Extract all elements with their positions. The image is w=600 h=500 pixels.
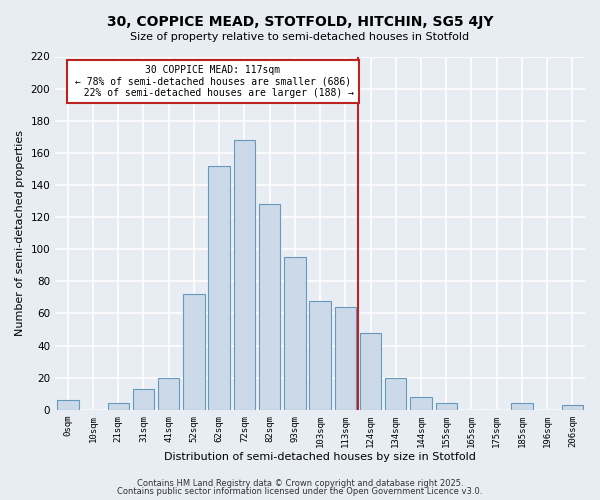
Bar xyxy=(183,294,205,410)
Text: 30 COPPICE MEAD: 117sqm
← 78% of semi-detached houses are smaller (686)
  22% of: 30 COPPICE MEAD: 117sqm ← 78% of semi-de… xyxy=(72,64,354,98)
Bar xyxy=(511,404,533,410)
Bar xyxy=(410,397,432,410)
Bar xyxy=(57,400,79,410)
Bar xyxy=(233,140,255,410)
Bar xyxy=(259,204,280,410)
Text: Contains public sector information licensed under the Open Government Licence v3: Contains public sector information licen… xyxy=(118,487,482,496)
Bar xyxy=(133,389,154,410)
Text: 30, COPPICE MEAD, STOTFOLD, HITCHIN, SG5 4JY: 30, COPPICE MEAD, STOTFOLD, HITCHIN, SG5… xyxy=(107,15,493,29)
Bar xyxy=(310,300,331,410)
Bar xyxy=(107,404,129,410)
Bar xyxy=(284,258,305,410)
Text: Size of property relative to semi-detached houses in Stotfold: Size of property relative to semi-detach… xyxy=(130,32,470,42)
Text: Contains HM Land Registry data © Crown copyright and database right 2025.: Contains HM Land Registry data © Crown c… xyxy=(137,479,463,488)
Bar xyxy=(208,166,230,410)
Y-axis label: Number of semi-detached properties: Number of semi-detached properties xyxy=(15,130,25,336)
Bar xyxy=(436,404,457,410)
X-axis label: Distribution of semi-detached houses by size in Stotfold: Distribution of semi-detached houses by … xyxy=(164,452,476,462)
Bar xyxy=(335,307,356,410)
Bar xyxy=(562,405,583,410)
Bar xyxy=(360,332,381,410)
Bar xyxy=(385,378,406,410)
Bar xyxy=(158,378,179,410)
